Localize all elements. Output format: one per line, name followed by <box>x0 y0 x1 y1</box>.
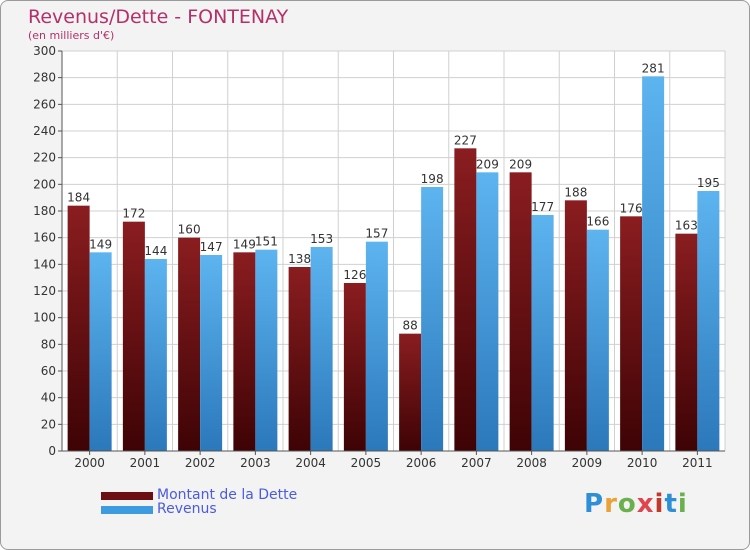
bar-debt <box>509 172 532 452</box>
y-tick-label: 280 <box>33 71 56 85</box>
data-label-revenue: 151 <box>255 235 278 249</box>
data-label-revenue: 209 <box>476 157 499 171</box>
x-tick-label: 2009 <box>572 456 603 470</box>
bar-debt <box>178 237 201 451</box>
data-label-debt: 126 <box>343 268 366 282</box>
y-tick-label: 80 <box>41 337 56 351</box>
data-label-debt: 160 <box>178 223 201 237</box>
y-tick-label: 100 <box>33 311 56 325</box>
bar-revenue <box>144 259 167 451</box>
data-label-debt: 209 <box>509 157 532 171</box>
data-label-debt: 172 <box>122 207 145 221</box>
data-label-revenue: 281 <box>642 61 665 75</box>
data-label-debt: 88 <box>402 319 417 333</box>
legend-swatch-revenue <box>101 506 153 514</box>
data-label-revenue: 198 <box>421 172 444 186</box>
bar-revenue <box>200 255 223 451</box>
bar-revenue <box>310 247 333 451</box>
bar-debt <box>122 221 145 451</box>
data-label-revenue: 177 <box>531 200 554 214</box>
legend-label-revenue: Revenus <box>157 501 217 517</box>
bar-revenue <box>476 172 499 452</box>
data-label-debt: 138 <box>288 252 311 266</box>
data-label-debt: 149 <box>233 237 256 251</box>
y-tick-label: 60 <box>41 364 56 378</box>
bar-revenue <box>697 191 720 451</box>
y-tick-label: 20 <box>41 417 56 431</box>
bar-revenue <box>531 215 554 451</box>
bar-debt <box>233 252 256 451</box>
legend-swatch-debt <box>101 492 153 500</box>
x-tick-label: 2001 <box>130 456 161 470</box>
data-label-revenue: 144 <box>144 244 167 258</box>
bar-revenue <box>89 252 112 451</box>
logo-letter: r <box>604 489 618 519</box>
bar-debt <box>288 267 311 451</box>
logo-letter: t <box>664 489 678 519</box>
x-tick-label: 2000 <box>74 456 105 470</box>
x-tick-label: 2006 <box>406 456 437 470</box>
x-tick-label: 2002 <box>185 456 216 470</box>
bar-revenue <box>255 249 278 451</box>
chart-subtitle: (en milliers d'€) <box>28 29 115 42</box>
data-label-debt: 163 <box>675 219 698 233</box>
x-tick-label: 2003 <box>240 456 271 470</box>
y-tick-label: 120 <box>33 284 56 298</box>
x-tick-label: 2004 <box>295 456 326 470</box>
data-label-debt: 227 <box>454 133 477 147</box>
bar-revenue <box>642 76 665 451</box>
bar-revenue <box>365 241 388 451</box>
y-tick-label: 180 <box>33 204 56 218</box>
data-label-revenue: 166 <box>586 215 609 229</box>
y-tick-label: 40 <box>41 391 56 405</box>
bar-debt <box>67 205 90 451</box>
legend-label-debt: Montant de la Dette <box>157 487 298 503</box>
x-tick-label: 2010 <box>627 456 658 470</box>
data-label-revenue: 157 <box>365 227 388 241</box>
bar-debt <box>343 283 366 451</box>
logo-letter: o <box>617 489 637 519</box>
y-tick-label: 0 <box>48 444 56 458</box>
y-tick-label: 300 <box>33 44 56 58</box>
logo-letter: x <box>636 489 655 519</box>
data-label-debt: 176 <box>620 201 643 215</box>
y-tick-label: 140 <box>33 257 56 271</box>
bar-debt <box>399 333 422 451</box>
bar-revenue <box>586 229 609 451</box>
y-tick-label: 260 <box>33 97 56 111</box>
logo-letter: i <box>677 489 688 519</box>
bar-debt <box>454 148 477 452</box>
x-tick-label: 2005 <box>351 456 382 470</box>
data-label-debt: 188 <box>564 185 587 199</box>
x-tick-label: 2007 <box>461 456 492 470</box>
data-label-revenue: 147 <box>200 240 223 254</box>
bar-revenue <box>421 187 444 451</box>
y-tick-label: 160 <box>33 231 56 245</box>
data-label-revenue: 195 <box>697 176 720 190</box>
chart-title: Revenus/Dette - FONTENAY <box>28 6 289 28</box>
data-label-revenue: 149 <box>89 237 112 251</box>
bar-debt <box>675 233 698 451</box>
bar-debt <box>620 216 643 451</box>
proxiti-logo: Proxiti <box>584 489 688 519</box>
x-tick-label: 2008 <box>516 456 547 470</box>
y-tick-label: 220 <box>33 151 56 165</box>
data-label-debt: 184 <box>67 191 90 205</box>
x-tick-label: 2011 <box>682 456 713 470</box>
bar-debt <box>564 200 587 451</box>
y-tick-label: 200 <box>33 177 56 191</box>
y-tick-label: 240 <box>33 124 56 138</box>
data-label-revenue: 153 <box>310 232 333 246</box>
logo-letter: i <box>654 489 665 519</box>
logo-letter: P <box>584 489 605 519</box>
